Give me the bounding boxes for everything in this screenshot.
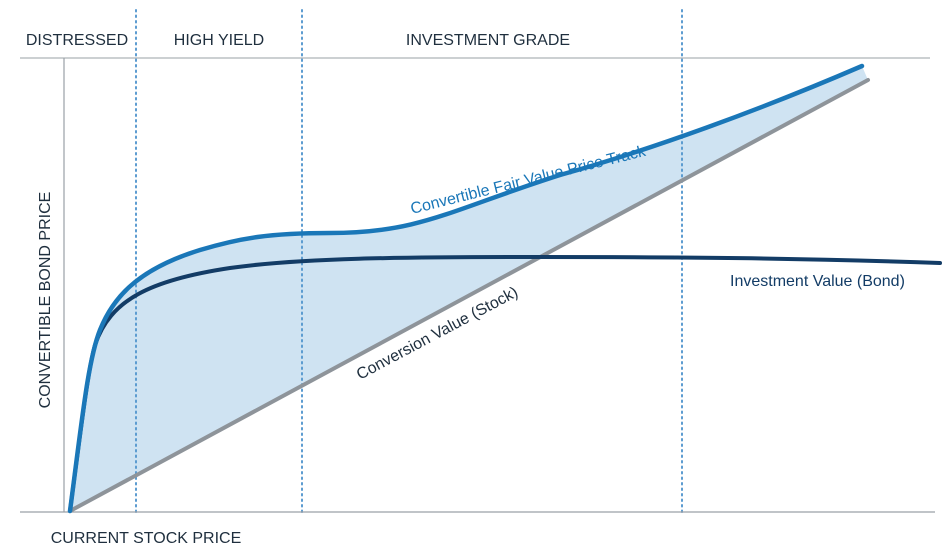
- fair-value-curve: [67, 63, 865, 514]
- zone-label-high-yield: HIGH YIELD: [174, 32, 264, 49]
- investment-value-label: Investment Value (Bond): [730, 273, 905, 290]
- conversion-value-line: [68, 78, 870, 513]
- zone-label-investment-grade: INVESTMENT GRADE: [406, 32, 570, 49]
- zone-label-distressed: DISTRESSED: [26, 32, 128, 49]
- x-axis-label: CURRENT STOCK PRICE: [51, 530, 242, 547]
- y-axis-label: CONVERTIBLE BOND PRICE: [37, 192, 54, 409]
- premium-band: [70, 66, 868, 511]
